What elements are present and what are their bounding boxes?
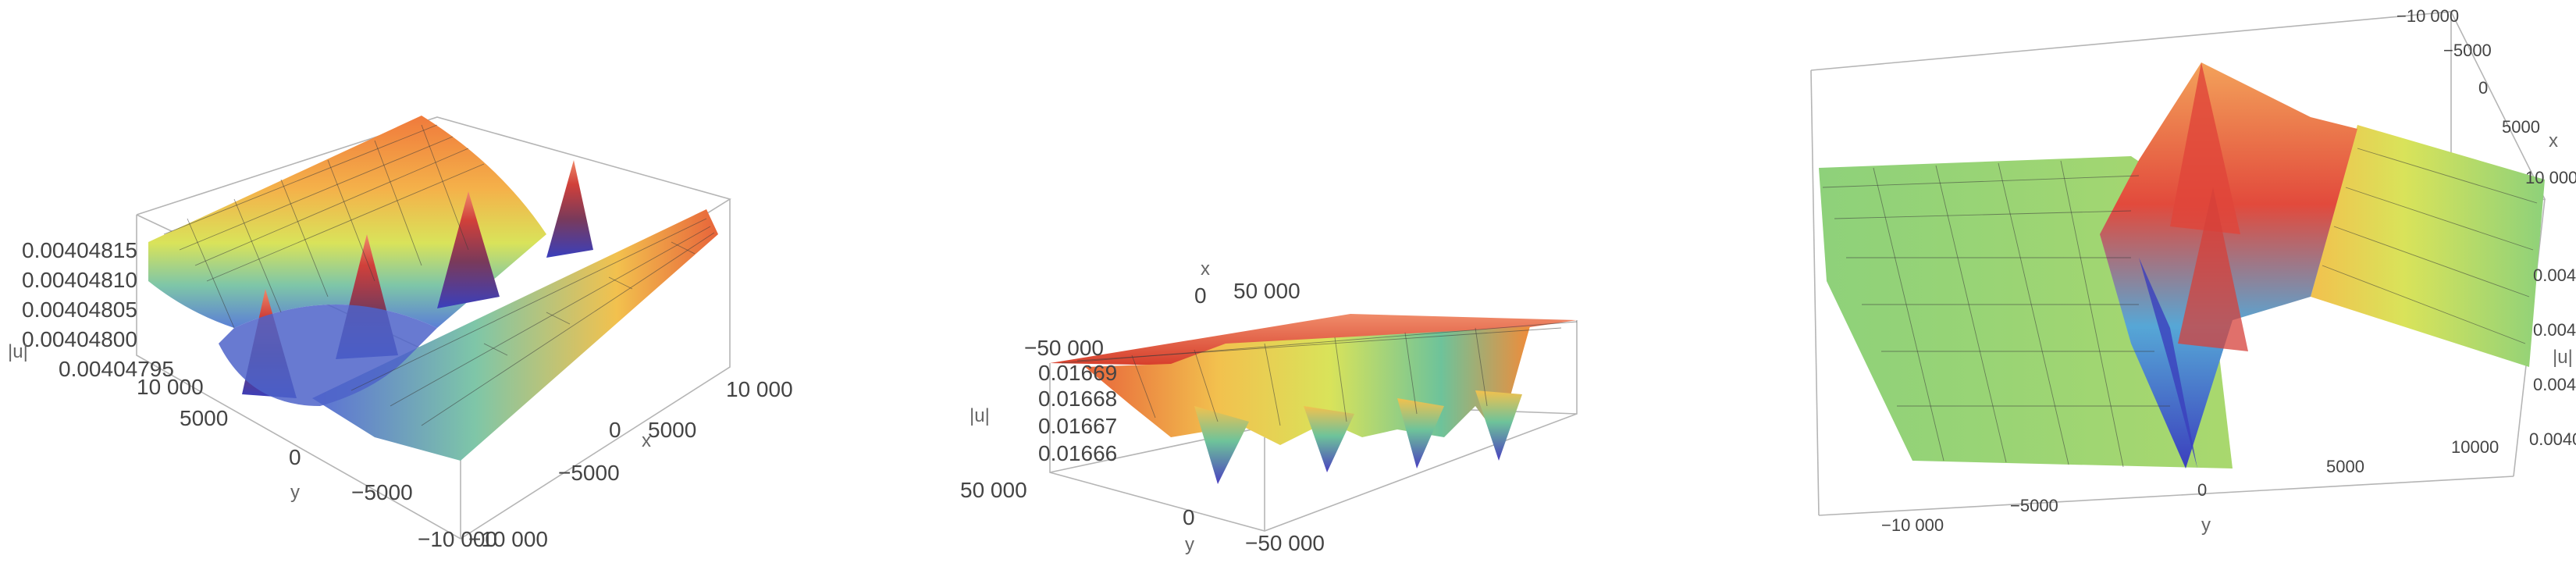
y-tick: 5000	[180, 406, 228, 430]
x-tick: 50 000	[1233, 279, 1300, 303]
x-axis-1: 10 000 5000 0 −5000 −10 000 x	[468, 377, 793, 551]
z-tick: 0.01667	[1038, 414, 1117, 438]
z-tick: 0.00404810	[22, 268, 137, 292]
z-tick: 0.00408	[2533, 265, 2576, 285]
chart-panel-2: −50 000 0 50 000 x 0.01669 0.01668 0.016…	[937, 0, 1639, 570]
x-tick: −50 000	[1024, 336, 1104, 360]
z-tick: 0.00404	[2533, 375, 2576, 394]
z-axis-label: |u|	[8, 341, 28, 362]
surface-mesh-1	[163, 124, 715, 426]
y-axis-1: 10 000 5000 0 −5000 −10 000 y	[137, 375, 497, 551]
x-axis-3: −10 000 −5000 0 5000 10 000 x	[2396, 6, 2576, 187]
surface-front-sheet	[312, 209, 718, 461]
surface-peak-4	[546, 160, 593, 258]
x-tick: 10 000	[2525, 168, 2576, 187]
surface-dip-1	[1194, 406, 1249, 484]
surface-mesh-3	[1822, 148, 2538, 468]
surface-valley-1	[219, 305, 437, 406]
z-tick: 0.00404800	[22, 327, 137, 351]
y-tick: −10 000	[418, 527, 497, 551]
z-tick: 0.00404815	[22, 238, 137, 262]
x-tick: 5000	[2502, 117, 2540, 137]
z-axis-2: 0.01669 0.01668 0.01667 0.01666 |u|	[970, 361, 1117, 465]
z-axis-3: 0.00408 0.00406 0.00404 0.00402 |u|	[2529, 265, 2576, 449]
surface-ridge-peak-1	[2170, 62, 2240, 234]
surface-plot-1: 0.00404815 0.00404810 0.00404805 0.00404…	[8, 116, 793, 551]
x-tick: −5000	[2443, 41, 2492, 60]
x-axis-label: x	[1201, 258, 1210, 280]
x-tick: 0	[2478, 78, 2488, 98]
surface-wall-2	[1085, 326, 1530, 445]
surface-dip-3	[1397, 398, 1444, 468]
z-tick: 0.00402	[2529, 429, 2576, 449]
x-axis-label: x	[2549, 130, 2558, 151]
chart-panel-3: −10 000 −5000 0 5000 10 000 x 0.00408 0.…	[1764, 0, 2576, 570]
x-tick: 5000	[648, 418, 696, 442]
z-tick: 0.00404795	[59, 357, 174, 381]
y-tick: −5000	[2010, 496, 2058, 515]
surface-plane-right-3	[2311, 125, 2545, 367]
y-axis-label: y	[2201, 515, 2211, 536]
z-tick: 0.01666	[1038, 441, 1117, 465]
z-axis-label: |u|	[2553, 347, 2573, 368]
z-axis-1: 0.00404815 0.00404810 0.00404805 0.00404…	[8, 238, 174, 381]
x-axis-2: −50 000 0 50 000 x	[1024, 258, 1300, 360]
surface-plot-2: −50 000 0 50 000 x 0.01669 0.01668 0.016…	[960, 258, 1578, 555]
z-tick: 0.01669	[1038, 361, 1117, 385]
y-tick: 5000	[2326, 457, 2364, 476]
surface-ridge-peak-2	[2178, 187, 2248, 351]
y-tick: −10 000	[1881, 515, 1944, 535]
y-axis-label: y	[290, 482, 300, 503]
surface-dip-2	[1304, 406, 1354, 472]
x-tick: 0	[609, 418, 621, 442]
y-tick: 50 000	[960, 478, 1027, 502]
y-axis-3: −10 000 −5000 0 5000 10000 y	[1881, 437, 2499, 536]
x-tick: 0	[1194, 283, 1207, 308]
y-tick: 0	[289, 445, 301, 469]
y-axis-2: 50 000 0 −50 000 y	[960, 478, 1325, 555]
y-tick: −50 000	[1245, 531, 1325, 555]
x-axis-label: x	[642, 430, 651, 451]
y-tick: 0	[1183, 505, 1195, 529]
y-tick: 0	[2197, 480, 2207, 500]
y-tick: −5000	[351, 480, 413, 504]
chart-panel-1: 0.00404815 0.00404810 0.00404805 0.00404…	[0, 0, 843, 570]
z-tick: 0.01668	[1038, 387, 1117, 411]
x-tick: −10 000	[468, 527, 548, 551]
x-tick: −5000	[558, 461, 620, 485]
x-tick: −10 000	[2396, 6, 2459, 26]
surface-mesh-2	[1061, 321, 1578, 426]
x-tick: 10 000	[726, 377, 793, 401]
y-tick: 10000	[2451, 437, 2499, 457]
y-axis-label: y	[1185, 534, 1194, 555]
surface-plot-3: −10 000 −5000 0 5000 10 000 x 0.00408 0.…	[1810, 6, 2576, 536]
z-tick: 0.00404805	[22, 297, 137, 322]
z-axis-label: |u|	[970, 405, 990, 426]
z-tick: 0.00406	[2533, 320, 2576, 340]
y-tick: 10 000	[137, 375, 204, 399]
surface-dip-4	[1475, 390, 1522, 461]
